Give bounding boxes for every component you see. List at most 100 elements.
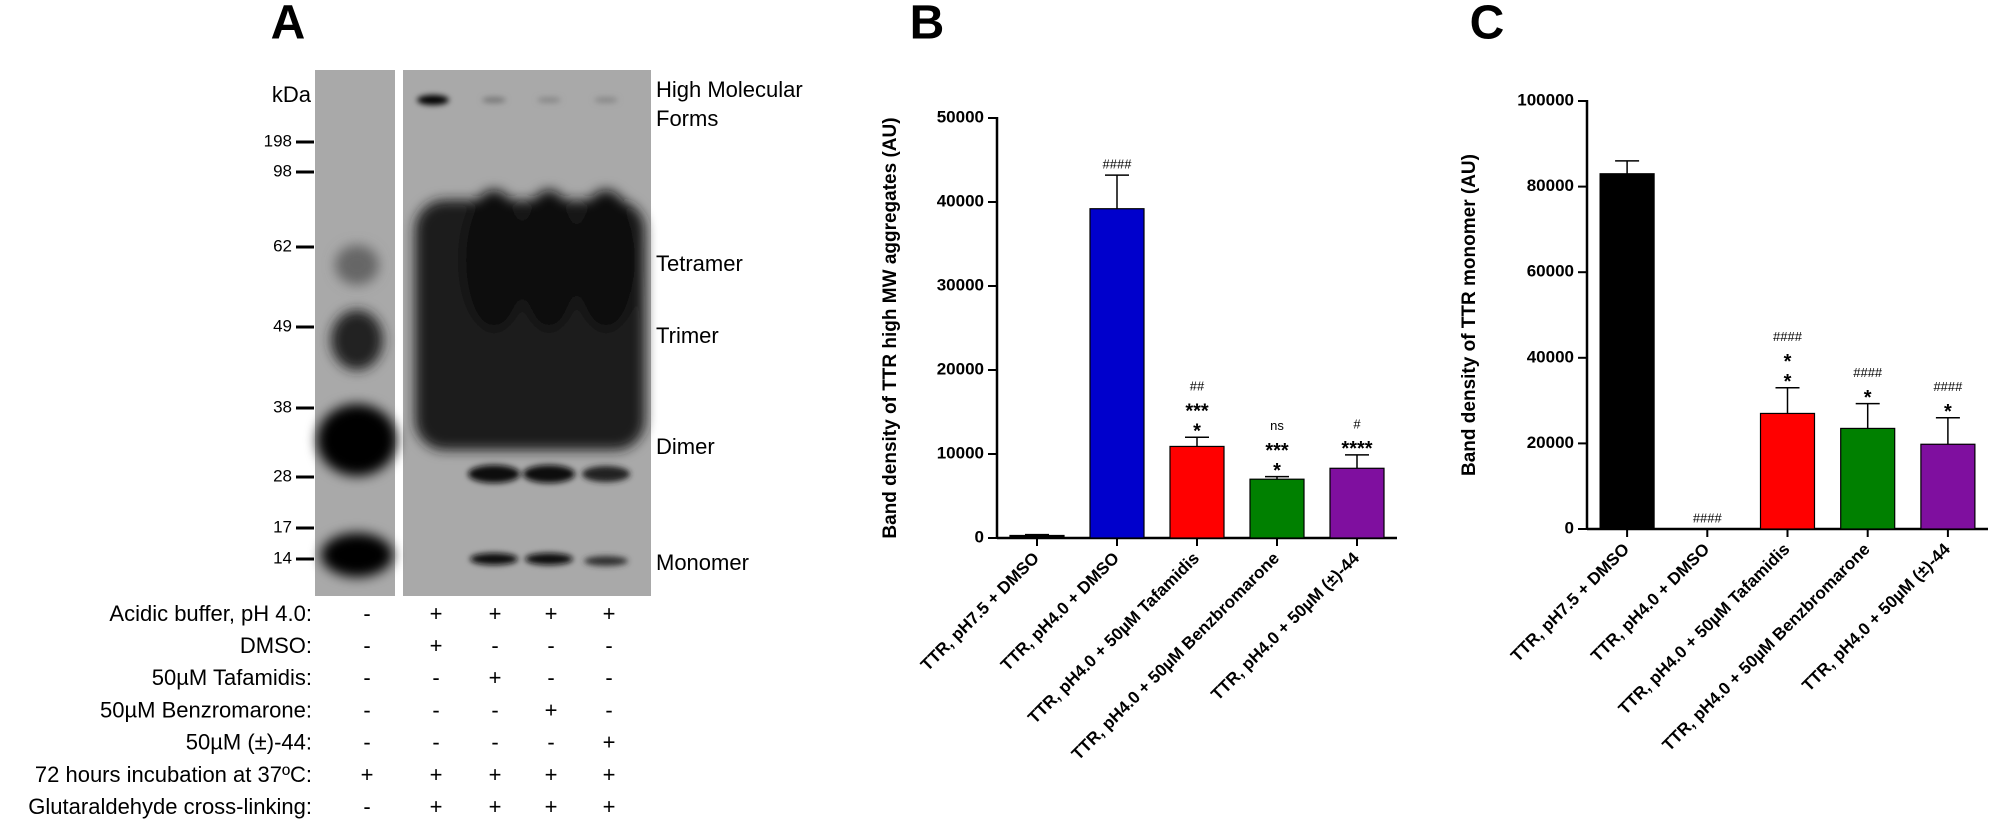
lane-symbol: + [545,794,558,819]
lane-symbol: - [605,697,612,722]
x-tick-label: TTR, pH4.0 + 50µM Tafamidis [1615,540,1794,719]
y-tick-label: 30000 [937,275,984,294]
lane-symbol: - [363,794,370,819]
condition-label: 50µM (±)-44: [186,730,312,755]
band-label: Dimer [656,434,715,459]
y-tick-label: 10000 [937,443,984,462]
significance-label: * [1944,401,1952,423]
significance-label: ns [1270,418,1284,433]
significance-label: * [1784,351,1792,373]
significance-label: *** [1185,400,1209,422]
y-tick-label: 40000 [1527,347,1574,366]
lane-symbol: + [361,762,374,787]
bar [1329,467,1385,539]
significance-label: **** [1341,438,1372,460]
significance-label: *** [1265,440,1289,462]
lane-symbol: - [432,730,439,755]
bar [1089,208,1145,539]
bar [1920,443,1976,530]
unit-label: kDa [272,82,312,107]
condition-label: 72 hours incubation at 37ºC: [35,762,312,787]
lane-symbol: - [491,633,498,658]
y-tick-label: 50000 [937,107,984,126]
x-tick-label: TTR, pH4.0 + 50µM (±)-44 [1207,548,1363,704]
significance-label: #### [1773,329,1803,344]
blot-image [315,70,651,596]
x-tick-label: TTR, pH4.0 + 50µM (±)-44 [1798,539,1954,695]
lane-symbol: - [605,633,612,658]
panel-label: A [271,0,306,50]
lane-symbol: + [603,730,616,755]
lane-symbol: - [547,633,554,658]
lane-symbol: - [432,665,439,690]
y-tick-label: 60000 [1527,262,1574,281]
marker-label: 198 [264,131,292,150]
y-tick-label: 40000 [937,191,984,210]
lane-symbol: + [489,762,502,787]
marker-label: 38 [273,397,292,416]
significance-label: * [1864,387,1872,409]
significance-label: # [1353,416,1361,431]
y-tick-label: 20000 [1527,433,1574,452]
lane-symbol: - [491,730,498,755]
lane-symbol: + [489,665,502,690]
lane-symbol: - [547,730,554,755]
significance-label: * [1273,460,1281,482]
bar [1249,478,1305,539]
bar [1169,445,1225,539]
lane-symbol: + [603,601,616,626]
y-axis-label: Band density of TTR high MW aggregates (… [880,117,901,538]
y-tick-label: 0 [1565,518,1574,537]
band-label: Monomer [656,550,749,575]
lane-symbol: - [363,665,370,690]
condition-label: 50µM Tafamidis: [152,665,312,690]
bar [1009,534,1065,539]
marker-label: 49 [273,316,292,335]
bar [1840,427,1896,530]
band-label: Trimer [656,323,719,348]
marker-label: 62 [273,236,292,255]
significance-label: #### [1103,157,1133,172]
condition-label: Glutaraldehyde cross-linking: [28,794,312,819]
band-label: Tetramer [656,251,743,276]
lane-symbol: - [363,730,370,755]
significance-label: #### [1853,365,1883,380]
lane-symbol: - [491,697,498,722]
bar [1599,173,1655,530]
marker-label: 28 [273,466,292,485]
lane-symbol: + [545,697,558,722]
significance-label: * [1193,420,1201,442]
lane-symbol: - [363,697,370,722]
lane-symbol: + [545,762,558,787]
lane-symbol: + [489,794,502,819]
y-tick-label: 80000 [1527,176,1574,195]
lane-symbol: + [430,762,443,787]
y-axis-label: Band density of TTR monomer (AU) [1459,154,1480,476]
y-tick-label: 20000 [937,359,984,378]
panel-label: C [1470,0,1505,50]
condition-label: 50µM Benzromarone: [100,697,312,722]
significance-label: * [1784,371,1792,393]
lane-symbol: + [489,601,502,626]
bar [1759,412,1816,530]
condition-label: DMSO: [240,633,312,658]
panel-label: B [910,0,945,50]
y-tick-label: 100000 [1517,90,1574,109]
condition-label: Acidic buffer, pH 4.0: [109,601,312,626]
lane-symbol: + [430,601,443,626]
lane-symbol: + [545,601,558,626]
lane-symbol: + [603,762,616,787]
marker-label: 17 [273,517,292,536]
x-tick-label: TTR, pH4.0 + 50µM Tafamidis [1024,549,1203,728]
lane-symbol: + [430,794,443,819]
lane-symbol: + [430,633,443,658]
significance-label: ## [1190,379,1205,394]
lane-symbol: - [547,665,554,690]
marker-label: 98 [273,161,292,180]
significance-label: #### [1933,379,1963,394]
lane-symbol: - [363,601,370,626]
significance-label: #### [1693,510,1723,525]
y-tick-label: 0 [975,527,984,546]
